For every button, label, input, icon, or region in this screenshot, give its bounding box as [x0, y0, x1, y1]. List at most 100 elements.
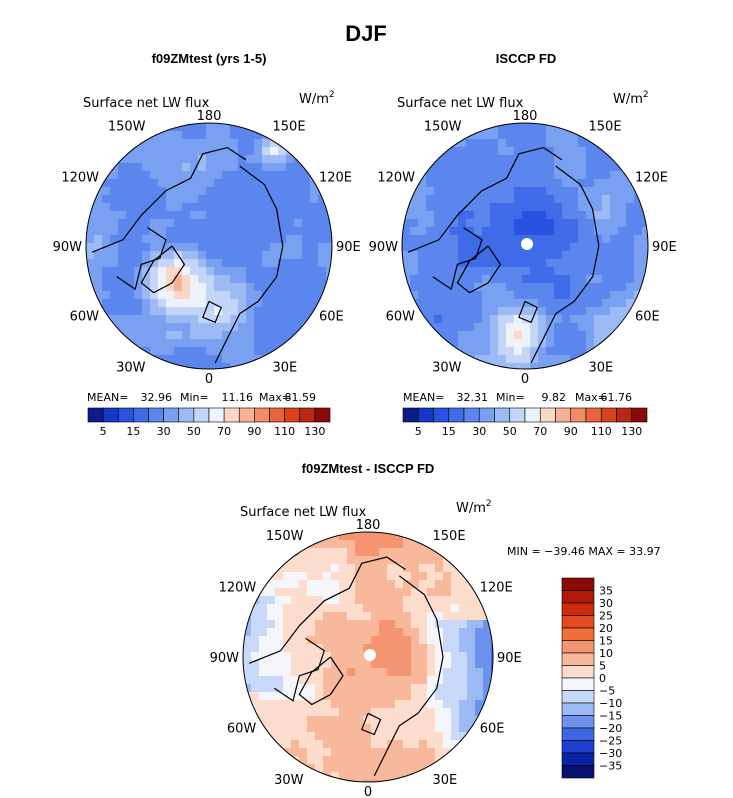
field-cell [275, 636, 284, 645]
field-cell [251, 700, 260, 709]
field-cell [482, 155, 491, 164]
field-cell [315, 588, 324, 597]
field-cell [514, 187, 523, 196]
field-cell [270, 171, 279, 180]
units-label: W/m2 [299, 90, 335, 107]
field-cell [278, 163, 287, 172]
field-cell [339, 780, 348, 782]
lon-label: 120E [319, 171, 352, 186]
field-cell [546, 219, 555, 228]
field-cell [434, 307, 443, 316]
field-cell [530, 155, 539, 164]
field-cell [451, 604, 460, 613]
lon-label: 30W [274, 773, 304, 788]
field-cell [474, 267, 483, 276]
field-cell [331, 652, 340, 661]
field-cell [222, 275, 231, 284]
field-cell [570, 203, 579, 212]
field-cell [94, 235, 103, 244]
field-cell [243, 652, 252, 661]
field-cell [270, 203, 279, 212]
lon-label: 120W [219, 581, 257, 596]
field-cell [206, 163, 215, 172]
field-cell [570, 275, 579, 284]
field-cell [387, 604, 396, 613]
field-cell [498, 315, 507, 324]
field-cell [347, 644, 356, 653]
field-cell [302, 251, 311, 260]
field-cell [379, 604, 388, 613]
field-cell [451, 700, 460, 709]
field-cell [323, 556, 332, 565]
field-cell [134, 331, 143, 340]
field-cell [86, 251, 95, 260]
field-cell [318, 227, 327, 236]
field-cell [427, 740, 436, 749]
field-cell [459, 604, 468, 613]
field-cell [402, 243, 411, 252]
field-cell [546, 283, 555, 292]
field-cell [379, 636, 388, 645]
field-cell [411, 620, 420, 629]
field-cell [418, 315, 427, 324]
field-cell [634, 259, 643, 268]
field-cell [267, 612, 276, 621]
field-cell [259, 644, 268, 653]
field-cell [323, 604, 332, 613]
field-cell [522, 179, 531, 188]
field-cell [498, 299, 507, 308]
colorbar-swatch [561, 615, 595, 629]
field-cell [626, 227, 635, 236]
field-cell [315, 676, 324, 685]
field-cell [442, 211, 451, 220]
field-cell [363, 548, 372, 557]
field-cell [150, 283, 159, 292]
field-cell [371, 660, 380, 669]
field-cell [482, 171, 491, 180]
field-cell [443, 652, 452, 661]
field-cell [283, 580, 292, 589]
field-cell [387, 748, 396, 757]
field-cell [190, 275, 199, 284]
field-cell [459, 692, 468, 701]
field-cell [315, 580, 324, 589]
field-cell [150, 195, 159, 204]
field-cell [450, 331, 459, 340]
field-cell [134, 227, 143, 236]
field-cell [475, 684, 484, 693]
field-cell [307, 676, 316, 685]
field-cell [222, 219, 231, 228]
field-cell [530, 131, 539, 140]
field-cell [498, 179, 507, 188]
field-cell [254, 283, 263, 292]
field-cell [546, 235, 555, 244]
field-cell [339, 708, 348, 717]
field-cell [618, 195, 627, 204]
field-cell [418, 187, 427, 196]
field-cell [403, 684, 412, 693]
field-cell [86, 243, 95, 252]
colorbar-swatch [494, 407, 511, 423]
field-cell [371, 748, 380, 757]
field-cell [166, 267, 175, 276]
field-cell [278, 259, 287, 268]
field-cell [514, 219, 523, 228]
field-cell [490, 243, 499, 252]
field-cell [419, 540, 428, 549]
field-cell [458, 291, 467, 300]
colorbar-tick: 5 [599, 660, 606, 673]
field-cell [562, 267, 571, 276]
field-cell [451, 740, 460, 749]
field-cell [466, 251, 475, 260]
field-cell [283, 684, 292, 693]
field-cell [134, 307, 143, 316]
field-cell [206, 267, 215, 276]
field-cell [530, 139, 539, 148]
field-cell [570, 355, 579, 364]
field-cell [562, 323, 571, 332]
field-cell [379, 676, 388, 685]
field-cell [466, 179, 475, 188]
field-cell [506, 363, 515, 369]
field-cell [270, 219, 279, 228]
field-cell [262, 147, 271, 156]
